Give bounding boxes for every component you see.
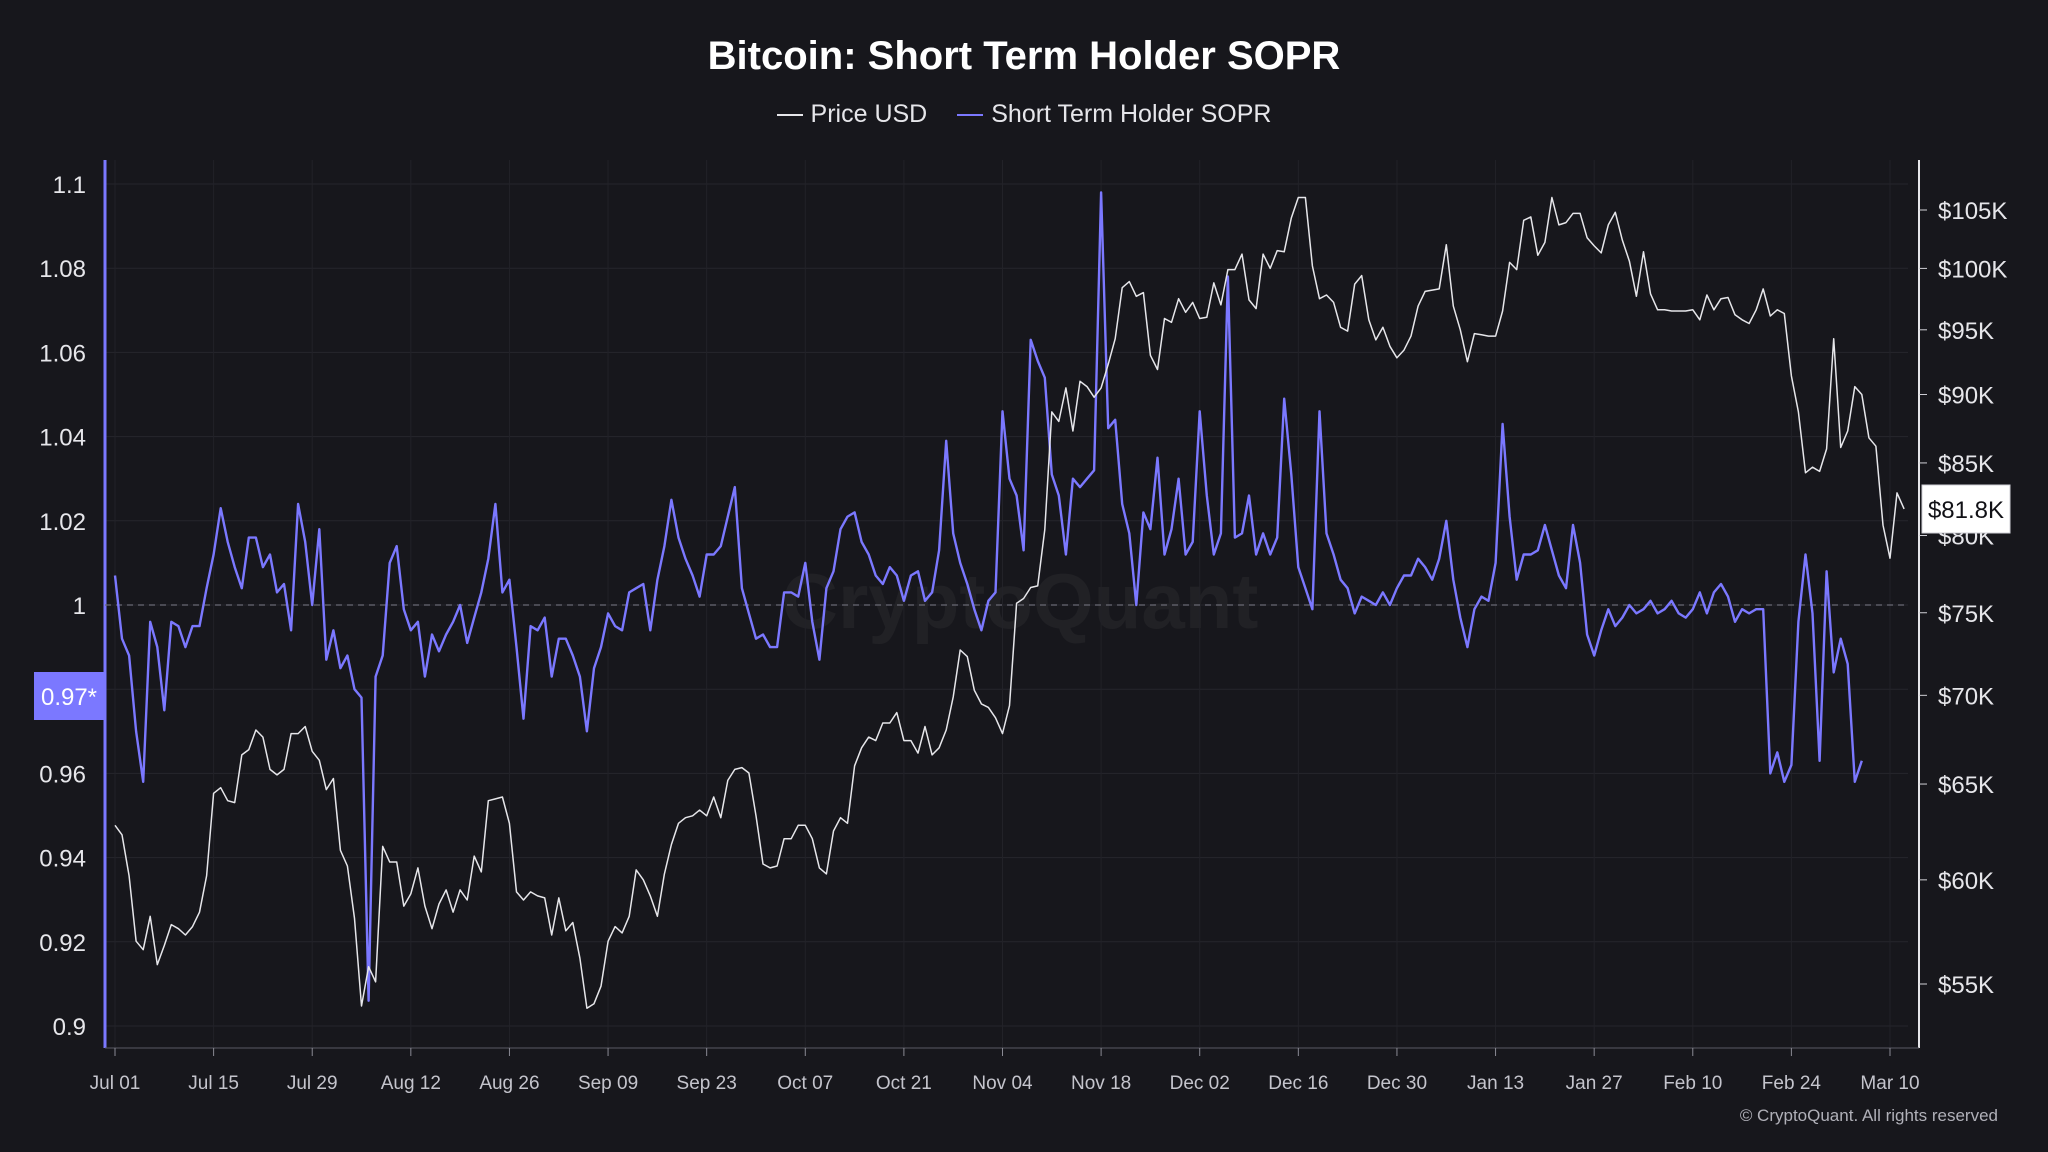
legend-swatch-sopr — [957, 113, 984, 116]
right-axis-ticks: $105K$100K$95K$90K$85K$80K$75K$70K$65K$6… — [1919, 198, 2007, 999]
left-axis-tick-label: 1.06 — [39, 340, 86, 367]
x-axis-tick-label: Nov 04 — [972, 1073, 1033, 1094]
copyright-footer: © CryptoQuant. All rights reserved — [1739, 1106, 1998, 1125]
right-axis-tick-label: $90K — [1938, 383, 1994, 410]
series-line-price — [114, 196, 1905, 1009]
right-axis-tick-label: $95K — [1938, 318, 1994, 345]
right-axis-tick-label: $100K — [1938, 256, 2007, 283]
x-axis-tick-label: Oct 21 — [876, 1073, 932, 1094]
left-axis-tick-label: 1.1 — [53, 172, 86, 199]
right-axis-tick-label: $65K — [1938, 772, 1994, 799]
x-axis-tick-label: Feb 10 — [1663, 1073, 1722, 1094]
x-axis-tick-label: Jul 01 — [90, 1073, 141, 1094]
x-axis-tick-label: Oct 07 — [777, 1073, 833, 1094]
value-badges: 0.97* $81.8K — [34, 484, 2011, 720]
x-axis-tick-label: Jul 15 — [188, 1073, 239, 1094]
right-axis-tick-label: $55K — [1938, 972, 1994, 999]
x-axis-tick-label: Feb 24 — [1762, 1073, 1822, 1094]
x-axis-tick-label: Jul 29 — [287, 1073, 338, 1094]
right-axis-tick-label: $60K — [1938, 868, 1994, 895]
legend-swatch-price — [776, 113, 803, 116]
right-value-badge — [1921, 484, 2011, 534]
x-axis-tick-label: Dec 16 — [1268, 1073, 1328, 1094]
left-axis-tick-label: 0.94 — [39, 846, 86, 873]
x-axis-tick-label: Sep 09 — [578, 1073, 638, 1094]
x-axis-tick-label: Mar 10 — [1860, 1073, 1919, 1094]
x-axis-tick-label: Jan 13 — [1467, 1073, 1524, 1094]
left-axis-tick-label: 0.92 — [39, 930, 86, 957]
left-axis-tick-label: 0.9 — [53, 1014, 86, 1041]
legend-label-sopr: Short Term Holder SOPR — [991, 100, 1272, 128]
series-layer — [105, 191, 1908, 1009]
left-axis-tick-label: 1.08 — [39, 256, 86, 283]
x-axis-tick-label: Sep 23 — [677, 1073, 737, 1094]
left-axis-tick-label: 1 — [73, 593, 86, 620]
series-line-sopr — [113, 191, 1863, 1002]
legend-item-price[interactable]: Price USD — [776, 100, 928, 129]
x-axis-tick-label: Jan 27 — [1566, 1073, 1623, 1094]
legend: Price USD Short Term Holder SOPR — [0, 100, 2048, 129]
x-axis-tick-label: Aug 12 — [381, 1073, 441, 1094]
right-axis-tick-label: $85K — [1938, 451, 1994, 478]
right-axis-tick-label: $105K — [1938, 198, 2007, 225]
x-axis-tick-label: Dec 30 — [1367, 1073, 1427, 1094]
right-value-badge-label: $81.8K — [1928, 497, 2004, 524]
chart-title: Bitcoin: Short Term Holder SOPR — [707, 34, 1341, 78]
left-value-badge-label: 0.97* — [41, 684, 97, 711]
right-axis-tick-label: $75K — [1938, 601, 1994, 628]
right-axis-tick-label: $70K — [1938, 683, 1994, 710]
x-axis-tick-label: Aug 26 — [479, 1073, 539, 1094]
axes — [103, 160, 1920, 1049]
left-axis-tick-label: 0.96 — [39, 761, 86, 788]
legend-item-sopr[interactable]: Short Term Holder SOPR — [957, 100, 1271, 129]
x-axis-tick-label: Dec 02 — [1170, 1073, 1230, 1094]
left-value-badge — [34, 672, 104, 720]
left-axis-tick-label: 1.04 — [39, 425, 86, 452]
x-axis-tick-label: Nov 18 — [1071, 1073, 1131, 1094]
left-axis-tick-label: 1.02 — [39, 509, 86, 536]
grid-lines — [105, 160, 1908, 1048]
legend-label-price: Price USD — [810, 100, 928, 128]
x-axis-ticks: Jul 01 Jul 15 Jul 29 Aug 12 Aug 26 Sep 09 Sep … — [90, 1048, 1920, 1094]
